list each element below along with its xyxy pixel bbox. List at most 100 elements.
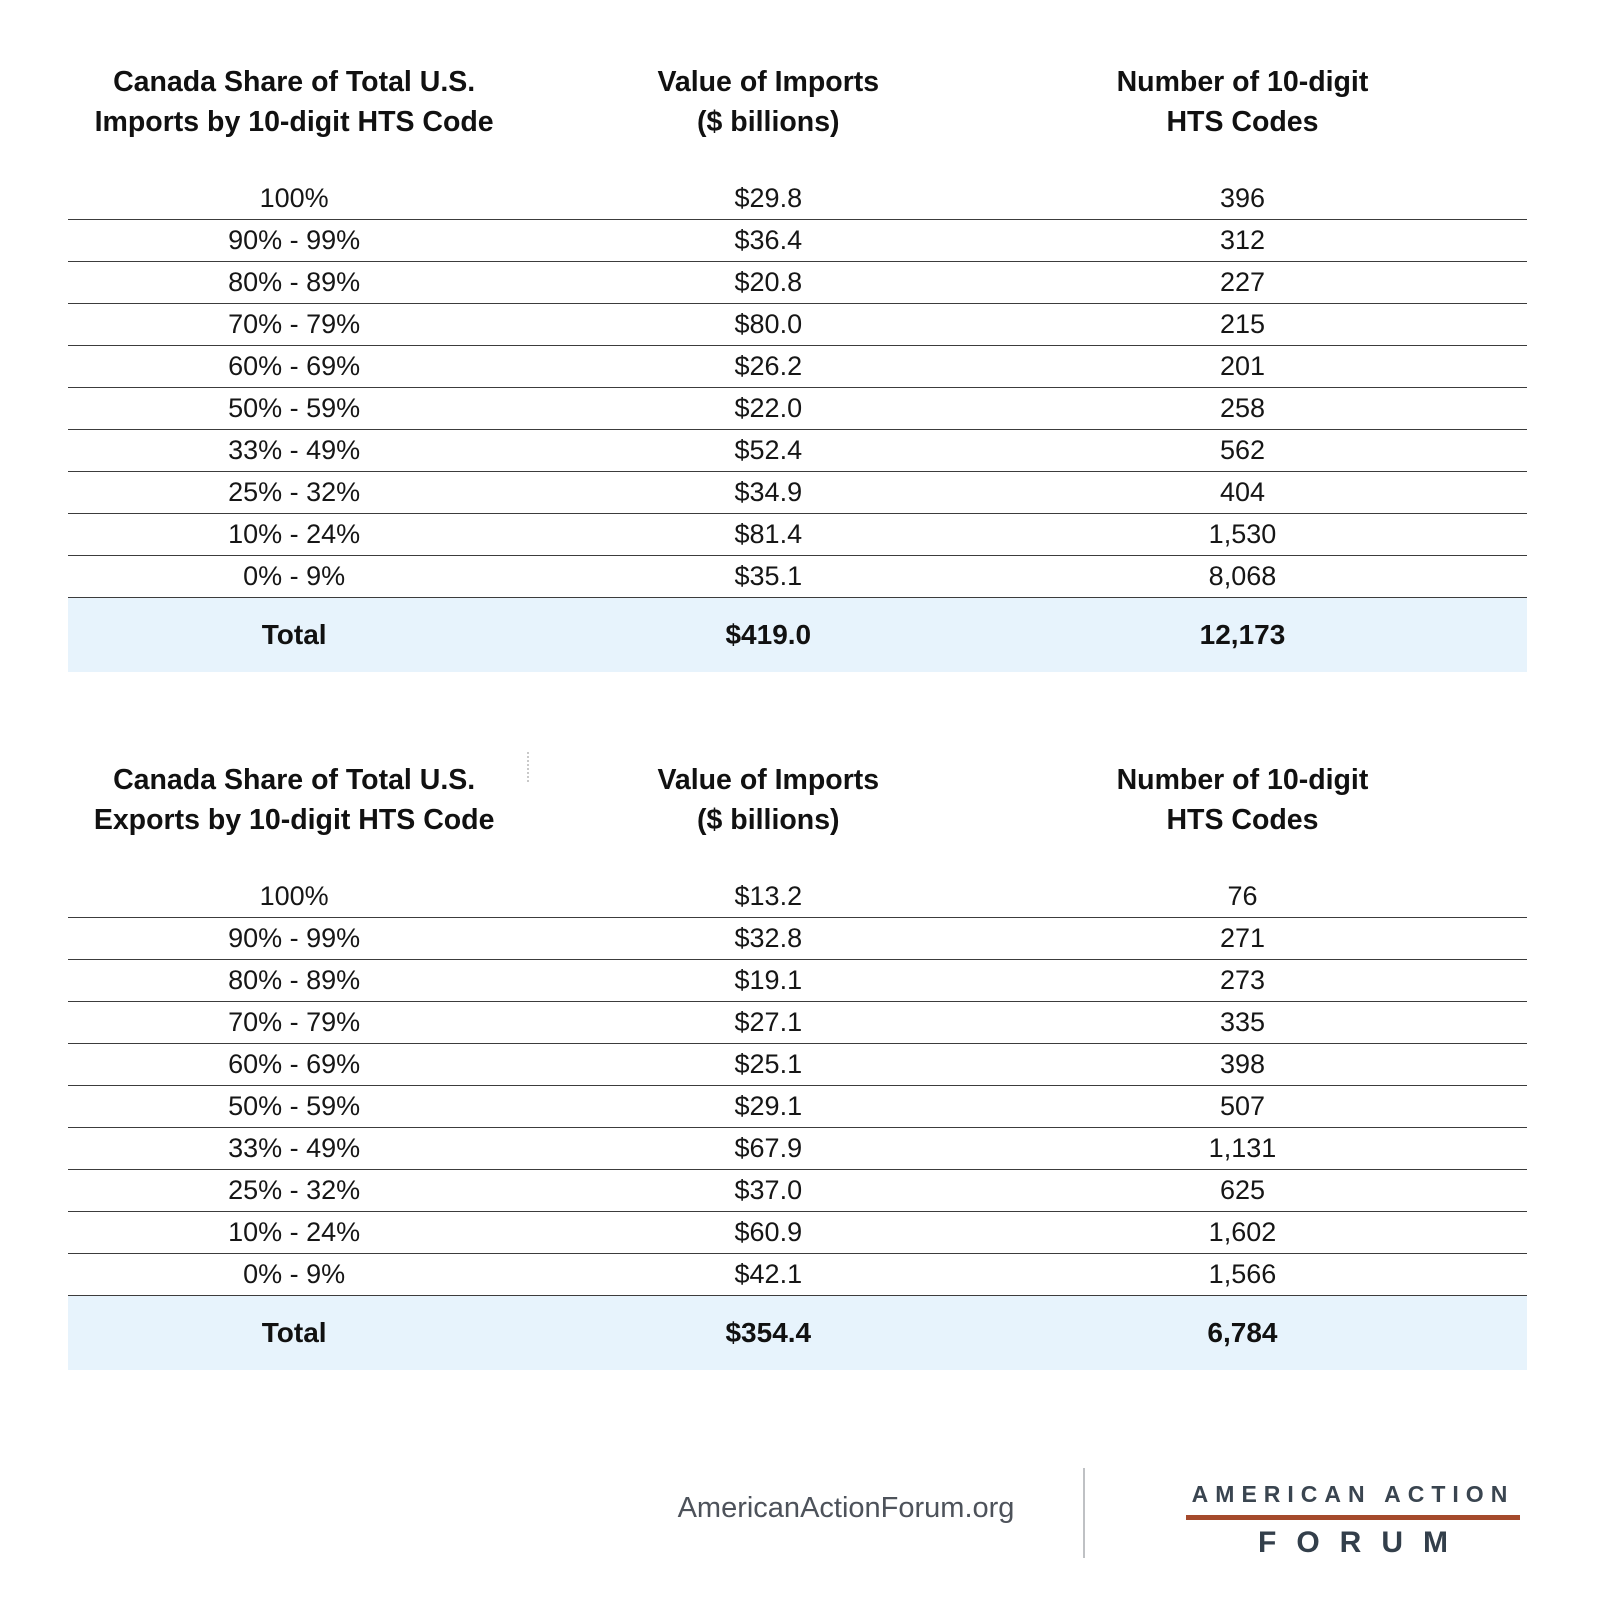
hts-count-cell: 258 (1219, 393, 1265, 423)
table-row: 60% - 69% $25.1 398 (68, 1044, 1527, 1086)
footer-divider (1083, 1468, 1085, 1558)
share-range-cell: 80% - 89% (228, 965, 361, 995)
share-range-cell: 70% - 79% (228, 309, 361, 339)
hts-count-cell: 201 (1219, 351, 1265, 381)
hts-count-cell: 8,068 (1208, 561, 1277, 591)
exports-header-value-line2: ($ billions) (697, 804, 840, 836)
imports-header-share: Canada Share of Total U.S. Imports by 10… (68, 62, 520, 142)
share-range-cell: 60% - 69% (228, 351, 361, 381)
exports-total-row: Total $354.4 6,784 (68, 1296, 1527, 1370)
export-value-cell: $29.1 (734, 1091, 803, 1121)
hts-count-cell: 312 (1219, 225, 1265, 255)
share-range-cell: 33% - 49% (228, 435, 361, 465)
hts-count-cell: 1,566 (1208, 1259, 1277, 1289)
hts-count-cell: 271 (1219, 923, 1265, 953)
share-range-cell: 50% - 59% (228, 1091, 361, 1121)
table-row: 33% - 49% $67.9 1,131 (68, 1128, 1527, 1170)
share-range-cell: 50% - 59% (228, 393, 361, 423)
export-value-cell: $37.0 (734, 1175, 803, 1205)
american-action-forum-logo: AMERICAN ACTION FORUM (1186, 1481, 1520, 1560)
exports-header-share-line2: Exports by 10-digit HTS Code (93, 804, 495, 836)
imports-header-count: Number of 10-digit HTS Codes (1016, 62, 1468, 142)
total-label: Total (261, 619, 327, 650)
exports-header-share-line1: Canada Share of Total U.S. (113, 764, 476, 796)
total-value: $419.0 (725, 619, 812, 650)
share-range-cell: 25% - 32% (228, 477, 361, 507)
share-range-cell: 0% - 9% (243, 1259, 346, 1289)
hts-count-cell: 215 (1219, 309, 1265, 339)
hts-count-cell: 398 (1219, 1049, 1265, 1079)
exports-header-count-line1: Number of 10-digit (1116, 764, 1369, 796)
total-value: $354.4 (725, 1317, 812, 1348)
share-range-cell: 100% (259, 881, 329, 911)
export-value-cell: $13.2 (734, 881, 803, 911)
import-value-cell: $52.4 (734, 435, 803, 465)
export-value-cell: $19.1 (734, 965, 803, 995)
imports-header-count-line1: Number of 10-digit (1116, 66, 1369, 98)
hts-count-cell: 562 (1219, 435, 1265, 465)
share-range-cell: 60% - 69% (228, 1049, 361, 1079)
imports-header-count-line2: HTS Codes (1166, 106, 1319, 138)
table-row: 10% - 24% $81.4 1,530 (68, 514, 1527, 556)
share-range-cell: 70% - 79% (228, 1007, 361, 1037)
exports-table: Canada Share of Total U.S. Exports by 10… (68, 760, 1527, 1370)
table-row: 70% - 79% $27.1 335 (68, 1002, 1527, 1044)
table-row: 90% - 99% $36.4 312 (68, 220, 1527, 262)
table-row: 10% - 24% $60.9 1,602 (68, 1212, 1527, 1254)
logo-rule (1186, 1515, 1520, 1520)
table-row: 33% - 49% $52.4 562 (68, 430, 1527, 472)
imports-table-body: 100% $29.8 396 90% - 99% $36.4 312 80% -… (68, 178, 1527, 598)
import-value-cell: $20.8 (734, 267, 803, 297)
imports-header-share-line2: Imports by 10-digit HTS Code (94, 106, 494, 138)
hts-count-cell: 227 (1219, 267, 1265, 297)
logo-line-forum: FORUM (1258, 1526, 1468, 1559)
exports-header-share: Canada Share of Total U.S. Exports by 10… (68, 760, 520, 840)
import-value-cell: $36.4 (734, 225, 803, 255)
table-row: 60% - 69% $26.2 201 (68, 346, 1527, 388)
logo-line-american-action: AMERICAN ACTION (1191, 1481, 1515, 1507)
hts-count-cell: 625 (1219, 1175, 1265, 1205)
imports-table-header: Canada Share of Total U.S. Imports by 10… (68, 62, 1527, 142)
export-value-cell: $32.8 (734, 923, 803, 953)
share-range-cell: 25% - 32% (228, 1175, 361, 1205)
exports-table-header: Canada Share of Total U.S. Exports by 10… (68, 760, 1527, 840)
header-spacer (1469, 62, 1527, 142)
table-row: 70% - 79% $80.0 215 (68, 304, 1527, 346)
share-range-cell: 90% - 99% (228, 225, 361, 255)
import-value-cell: $80.0 (734, 309, 803, 339)
import-value-cell: $26.2 (734, 351, 803, 381)
exports-header-count: Number of 10-digit HTS Codes (1016, 760, 1468, 840)
total-count: 12,173 (1199, 619, 1286, 650)
exports-header-value: Value of Imports ($ billions) (520, 760, 1016, 840)
hts-count-cell: 76 (1227, 881, 1258, 911)
table-row: 0% - 9% $35.1 8,068 (68, 556, 1527, 598)
import-value-cell: $22.0 (734, 393, 803, 423)
export-value-cell: $60.9 (734, 1217, 803, 1247)
export-value-cell: $25.1 (734, 1049, 803, 1079)
share-range-cell: 33% - 49% (228, 1133, 361, 1163)
imports-header-value-line1: Value of Imports (657, 66, 880, 98)
imports-header-share-line1: Canada Share of Total U.S. (113, 66, 476, 98)
imports-table: Canada Share of Total U.S. Imports by 10… (68, 62, 1527, 672)
table-row: 0% - 9% $42.1 1,566 (68, 1254, 1527, 1296)
hts-count-cell: 404 (1219, 477, 1265, 507)
import-value-cell: $34.9 (734, 477, 803, 507)
table-row: 50% - 59% $29.1 507 (68, 1086, 1527, 1128)
table-row: 25% - 32% $37.0 625 (68, 1170, 1527, 1212)
table-row: 100% $29.8 396 (68, 178, 1527, 220)
share-range-cell: 90% - 99% (228, 923, 361, 953)
import-value-cell: $29.8 (734, 183, 803, 213)
export-value-cell: $67.9 (734, 1133, 803, 1163)
table-row: 80% - 89% $19.1 273 (68, 960, 1527, 1002)
imports-header-value: Value of Imports ($ billions) (520, 62, 1016, 142)
hts-count-cell: 507 (1219, 1091, 1265, 1121)
site-link[interactable]: AmericanActionForum.org (677, 1492, 1015, 1524)
share-range-cell: 10% - 24% (228, 1217, 361, 1247)
table-row: 90% - 99% $32.8 271 (68, 918, 1527, 960)
hts-count-cell: 273 (1219, 965, 1265, 995)
hts-count-cell: 335 (1219, 1007, 1265, 1037)
hts-count-cell: 1,530 (1208, 519, 1277, 549)
exports-header-value-line1: Value of Imports (657, 764, 880, 796)
total-count: 6,784 (1207, 1317, 1278, 1348)
